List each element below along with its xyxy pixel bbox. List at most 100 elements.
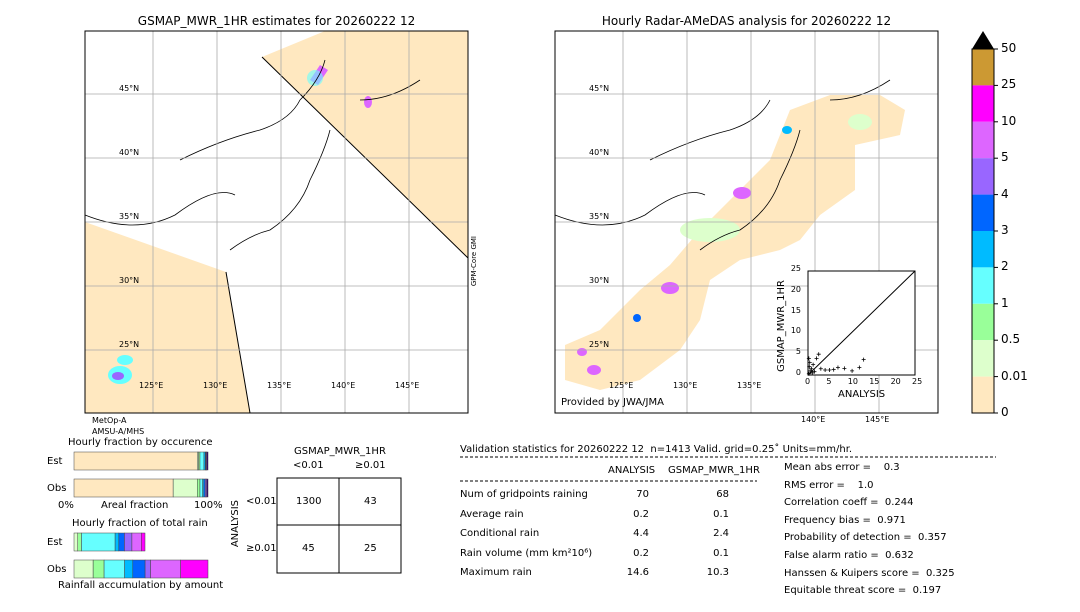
lat-label: 30°N — [589, 276, 610, 285]
fraction-segment — [73, 451, 198, 471]
lat-label: 35°N — [119, 212, 140, 221]
fraction-segment — [144, 559, 151, 579]
occ-xlabel: Areal fraction — [101, 500, 169, 511]
fraction-segment — [141, 532, 146, 552]
lat-label: 40°N — [589, 148, 610, 157]
fraction-segment — [197, 478, 201, 498]
fraction-segment — [73, 559, 94, 579]
ct-cell: 1300 — [296, 496, 322, 507]
colorbar-segment — [972, 85, 994, 122]
colorbar-label: 25 — [1001, 77, 1017, 92]
scatter-point — [812, 369, 817, 374]
occ-est-label: Est — [47, 456, 63, 467]
ct-cell: 45 — [302, 543, 315, 554]
fraction-segment — [114, 532, 120, 552]
colorbar-label: 0.01 — [1001, 368, 1028, 383]
rain-title: Hourly fraction of total rain — [72, 518, 208, 529]
ct-row-0: <0.01 — [246, 496, 277, 507]
scatter-ytick: 10 — [790, 326, 801, 336]
scatter-point — [814, 356, 819, 361]
fraction-segment — [73, 532, 78, 552]
sensor-label-2: AMSU-A/MHS — [92, 427, 145, 436]
scatter-point — [809, 366, 814, 371]
colorbar-label: 3 — [1001, 223, 1009, 237]
lat-label: 45°N — [589, 84, 610, 93]
left-map-title: GSMAP_MWR_1HR estimates for 20260222 12 — [137, 14, 416, 28]
stats-col2: GSMAP_MWR_1HR — [668, 465, 760, 476]
fraction-segment — [81, 532, 116, 552]
fraction-segment — [73, 478, 174, 498]
colorbar-segment — [972, 340, 994, 377]
scatter-xtick: 20 — [890, 377, 901, 386]
scatter-point — [808, 368, 813, 373]
ct-cell: 43 — [364, 496, 377, 507]
credit-label: Provided by JWA/JMA — [561, 397, 664, 408]
scatter-point — [827, 368, 832, 373]
stats-header: Validation statistics for 20260222 12 n=… — [460, 444, 853, 455]
ct-row-title: ANALYSIS — [230, 500, 241, 548]
occ-obs-label: Obs — [47, 483, 67, 494]
stat-gsmap: 0.1 — [713, 508, 729, 520]
fraction-segment — [206, 451, 209, 471]
scatter-xtick: 10 — [847, 377, 858, 386]
colorbar-segment — [972, 49, 994, 86]
score-line: Frequency bias = 0.971 — [784, 514, 906, 526]
colorbar-segment — [972, 303, 994, 341]
scatter-point — [816, 352, 821, 357]
lon-label: 145°E — [395, 381, 420, 390]
scatter-ylabel: GSMAP_MWR_1HR — [776, 280, 787, 372]
fraction-segment — [172, 478, 198, 498]
scatter-point — [811, 362, 816, 367]
fraction-segment — [92, 559, 105, 579]
fraction-segment — [103, 559, 125, 579]
ct-row-1: ≥0.01 — [246, 543, 277, 554]
lon-label: 130°E — [203, 381, 228, 390]
colorbar-segment — [972, 194, 994, 231]
fraction-segment — [124, 532, 133, 552]
scatter-ytick: 0 — [795, 368, 801, 377]
colorbar-segment — [972, 376, 994, 413]
lon-label: 135°E — [737, 381, 762, 390]
stat-analysis: 4.4 — [633, 528, 649, 539]
scatter-point — [850, 368, 855, 373]
lat-label: 25°N — [589, 340, 610, 349]
contingency-grid — [276, 477, 402, 574]
fraction-segment — [180, 559, 209, 579]
occ-x100: 100% — [194, 500, 223, 511]
colorbar-segment — [972, 231, 994, 268]
scatter-xtick: 0 — [805, 377, 811, 386]
scatter-ytick: 5 — [795, 347, 801, 357]
colorbar-label: 2 — [1001, 259, 1009, 274]
lat-label: 45°N — [119, 84, 140, 93]
left-map — [84, 30, 469, 414]
ct-col-1: ≥0.01 — [355, 460, 386, 471]
fraction-segment — [132, 559, 146, 579]
rain-est-label: Est — [47, 537, 63, 548]
scatter-xtick: 15 — [869, 377, 880, 386]
score-line: Mean abs error = 0.3 — [784, 462, 900, 473]
stat-gsmap: 10.3 — [706, 567, 729, 578]
lat-label: 35°N — [589, 212, 610, 221]
scatter-point — [831, 367, 836, 372]
scatter-point — [807, 360, 812, 365]
scatter-point — [857, 365, 862, 370]
lat-label: 30°N — [119, 276, 140, 285]
stat-label: Conditional rain — [460, 528, 540, 539]
scatter-ytick: 15 — [790, 305, 801, 315]
colorbar-label: 5 — [1001, 150, 1009, 165]
scatter-point — [835, 365, 840, 370]
stats-col1: ANALYSIS — [608, 465, 656, 476]
colorbar-label: 0 — [1001, 405, 1009, 419]
right-map-title: Hourly Radar-AMeDAS analysis for 2026022… — [601, 14, 892, 28]
fraction-segment — [77, 532, 82, 552]
lon-label: 140°E — [801, 415, 826, 424]
colorbar — [971, 31, 998, 414]
lon-label: 130°E — [673, 381, 698, 390]
stat-gsmap: 68 — [716, 489, 729, 500]
colorbar-label: 10 — [1001, 113, 1017, 128]
fraction-segment — [118, 532, 125, 552]
lat-label: 25°N — [119, 340, 140, 349]
scatter-point — [823, 368, 828, 373]
stat-analysis: 0.2 — [633, 547, 649, 559]
